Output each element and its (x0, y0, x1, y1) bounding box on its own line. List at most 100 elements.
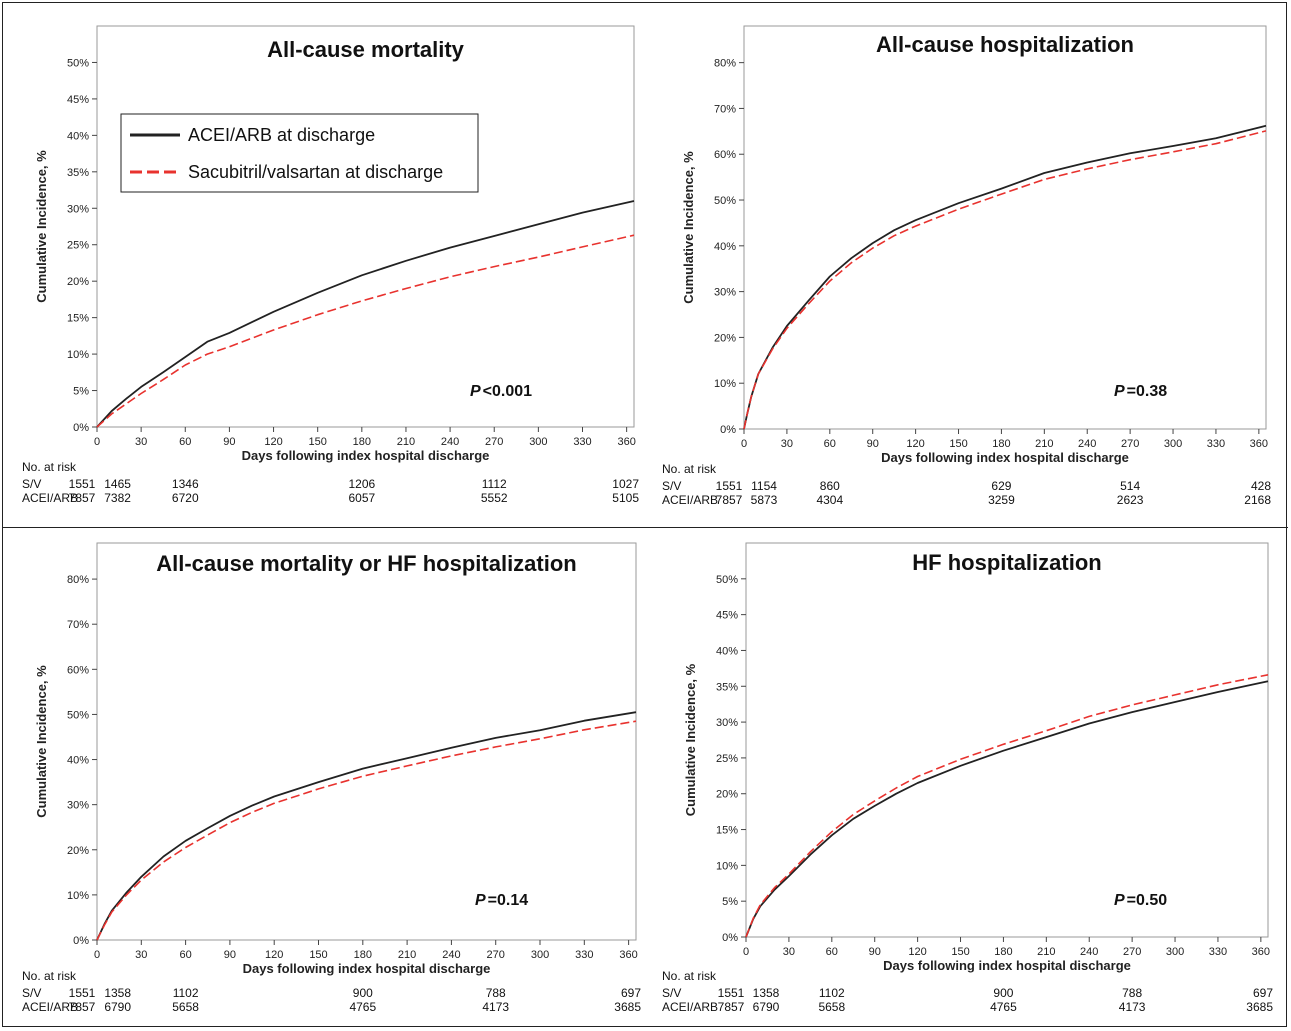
y-tick-label: 20% (716, 789, 738, 801)
x-tick-label: 300 (1164, 438, 1182, 450)
x-tick-label: 30 (783, 946, 795, 958)
risk-value: 697 (621, 986, 641, 1000)
y-tick-label: 50% (714, 195, 736, 207)
y-tick-label: 20% (67, 276, 89, 288)
x-tick-label: 360 (1250, 438, 1268, 450)
risk-value: 5658 (172, 1000, 199, 1014)
risk-row-label: S/V (662, 986, 681, 1000)
x-tick-label: 30 (135, 436, 147, 448)
risk-value: 1154 (751, 479, 777, 493)
x-axis-label: Days following index hospital discharge (883, 958, 1131, 973)
p-value-number: =0.38 (1127, 383, 1168, 400)
x-tick-label: 270 (1123, 946, 1141, 958)
x-tick-label: 150 (309, 949, 327, 961)
y-tick-label: 40% (67, 755, 89, 767)
risk-value: 7857 (69, 491, 96, 505)
x-tick-label: 300 (1166, 946, 1184, 958)
risk-value: 4173 (482, 1000, 509, 1014)
x-tick-label: 210 (398, 949, 416, 961)
x-tick-label: 90 (867, 438, 879, 450)
legend-label-acei-arb: ACEI/ARB at discharge (188, 125, 375, 145)
p-value-symbol: P (475, 892, 486, 909)
x-axis-label: Days following index hospital discharge (243, 961, 491, 976)
risk-value: 5105 (612, 491, 639, 505)
x-tick-label: 330 (575, 949, 593, 961)
risk-value: 4173 (1119, 1000, 1146, 1014)
p-value-number: =0.14 (488, 892, 529, 909)
x-tick-label: 120 (906, 438, 924, 450)
y-tick-label: 20% (67, 845, 89, 857)
x-tick-label: 120 (265, 949, 283, 961)
y-tick-label: 40% (716, 645, 738, 657)
x-tick-label: 330 (1207, 438, 1225, 450)
p-value-number: <0.001 (483, 383, 532, 400)
x-tick-label: 0 (94, 436, 100, 448)
x-tick-label: 90 (223, 436, 235, 448)
risk-value: 3259 (988, 493, 1015, 507)
risk-value: 900 (353, 986, 373, 1000)
y-tick-label: 30% (67, 800, 89, 812)
risk-value: 7857 (69, 1000, 96, 1014)
y-tick-label: 50% (716, 574, 738, 586)
risk-table-header: No. at risk (22, 460, 77, 474)
y-tick-label: 5% (73, 386, 89, 398)
x-tick-label: 270 (487, 949, 505, 961)
risk-value: 1465 (104, 477, 131, 491)
x-tick-label: 240 (441, 436, 459, 448)
chart-title: All-cause mortality or HF hospitalizatio… (156, 551, 577, 576)
risk-row-label: ACEI/ARB (22, 491, 78, 505)
risk-row-label: S/V (22, 477, 41, 491)
chart-title: All-cause mortality (267, 37, 465, 62)
series-line-sacubitril-valsartan (96, 720, 637, 941)
risk-table-header: No. at risk (662, 462, 717, 476)
risk-value: 1551 (69, 986, 96, 1000)
risk-value: 629 (991, 479, 1011, 493)
y-tick-label: 70% (714, 103, 736, 115)
y-tick-label: 40% (67, 130, 89, 142)
x-tick-label: 120 (908, 946, 926, 958)
y-tick-label: 30% (67, 203, 89, 215)
y-tick-label: 35% (67, 167, 89, 179)
risk-value: 7857 (718, 1000, 745, 1014)
p-value-symbol: P (470, 383, 481, 400)
p-value: P =0.50 (1114, 892, 1167, 909)
x-tick-label: 0 (741, 438, 747, 450)
y-tick-label: 80% (714, 58, 736, 70)
y-tick-label: 10% (714, 378, 736, 390)
x-tick-label: 0 (743, 946, 749, 958)
chart-title: All-cause hospitalization (876, 32, 1134, 57)
risk-value: 788 (1122, 986, 1142, 1000)
x-tick-label: 60 (826, 946, 838, 958)
x-tick-label: 30 (781, 438, 793, 450)
risk-value: 6720 (172, 491, 199, 505)
x-tick-label: 360 (619, 949, 637, 961)
y-tick-label: 0% (73, 422, 89, 434)
x-tick-label: 180 (992, 438, 1010, 450)
y-tick-label: 10% (67, 349, 89, 361)
y-tick-label: 35% (716, 681, 738, 693)
risk-row-label: ACEI/ARB (22, 1000, 78, 1014)
x-tick-label: 90 (869, 946, 881, 958)
risk-value: 6057 (348, 491, 375, 505)
x-tick-label: 240 (1080, 946, 1098, 958)
risk-value: 4765 (990, 1000, 1017, 1014)
risk-value: 1551 (69, 477, 96, 491)
x-tick-label: 210 (397, 436, 415, 448)
x-tick-label: 60 (179, 436, 191, 448)
risk-value: 428 (1251, 479, 1271, 493)
y-tick-label: 20% (714, 332, 736, 344)
p-value-symbol: P (1114, 383, 1125, 400)
risk-value: 5552 (481, 491, 508, 505)
y-axis-label: Cumulative Incidence, % (34, 150, 49, 303)
panel-all-cause-mortality: All-cause mortality 0% 5% 10% 15% 20% 25% 30% 35… (22, 25, 639, 505)
y-tick-label: 70% (67, 619, 89, 631)
y-tick-label: 45% (716, 610, 738, 622)
risk-value: 4765 (349, 1000, 376, 1014)
series-line-sacubitril-valsartan (745, 674, 1269, 938)
series-line-sacubitril-valsartan (743, 130, 1267, 430)
y-axis-label: Cumulative Incidence, % (683, 663, 698, 816)
y-tick-label: 60% (714, 149, 736, 161)
y-tick-label: 60% (67, 664, 89, 676)
x-tick-label: 150 (949, 438, 967, 450)
risk-value: 1102 (173, 986, 199, 1000)
